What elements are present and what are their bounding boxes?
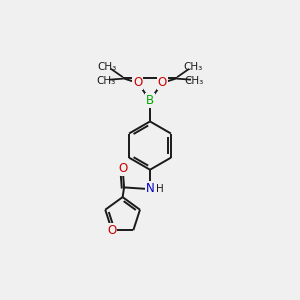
Text: O: O	[107, 224, 116, 237]
Text: O: O	[118, 162, 127, 175]
Text: N: N	[146, 182, 154, 195]
Text: CH₃: CH₃	[98, 62, 117, 72]
Text: B: B	[146, 94, 154, 107]
Text: H: H	[155, 184, 163, 194]
Text: CH₃: CH₃	[96, 76, 115, 85]
Text: O: O	[158, 76, 167, 89]
Text: O: O	[133, 76, 142, 89]
Text: CH₃: CH₃	[185, 76, 204, 85]
Text: CH₃: CH₃	[183, 62, 202, 72]
